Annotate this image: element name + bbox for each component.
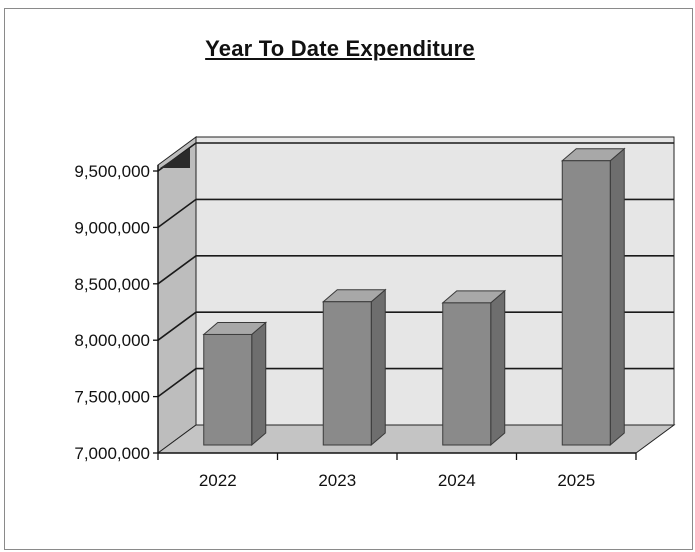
y-tick-label: 7,500,000	[74, 388, 150, 407]
chart-title: Year To Date Expenditure	[205, 36, 475, 61]
gridline	[157, 198, 674, 229]
bar-side	[370, 288, 386, 447]
bar-side	[609, 147, 625, 447]
side-wall	[157, 136, 197, 454]
gridline	[157, 367, 674, 398]
y-tick-label: 9,500,000	[74, 162, 150, 181]
y-tick-label: 8,500,000	[74, 275, 150, 294]
bar-2025	[560, 147, 626, 447]
gridline	[157, 255, 674, 285]
x-axis-ticks: 2022 2023 2024 2025	[157, 453, 637, 490]
bar-series	[202, 147, 626, 447]
x-tick-label: 2024	[438, 471, 476, 490]
bar-2023	[321, 288, 387, 447]
y-tick-label: 8,000,000	[74, 331, 150, 350]
bar-2022	[202, 321, 268, 447]
bar-side	[251, 321, 267, 447]
x-tick-label: 2025	[557, 471, 595, 490]
x-tick-label: 2022	[199, 471, 237, 490]
y-tick-label: 9,000,000	[74, 218, 150, 237]
bar-side	[490, 289, 506, 447]
bar-front	[203, 333, 253, 446]
bar-front	[442, 302, 492, 446]
y-tick-label: 7,000,000	[74, 444, 150, 463]
corner-marker	[160, 148, 190, 168]
x-tick-label: 2023	[318, 471, 356, 490]
y-axis-ticks: 7,000,000 7,500,000 8,000,000 8,500,000 9,00…	[74, 162, 158, 463]
bar-front	[322, 301, 372, 446]
bar-front	[561, 160, 611, 446]
gridline	[157, 311, 674, 341]
bar-2024	[441, 289, 507, 447]
